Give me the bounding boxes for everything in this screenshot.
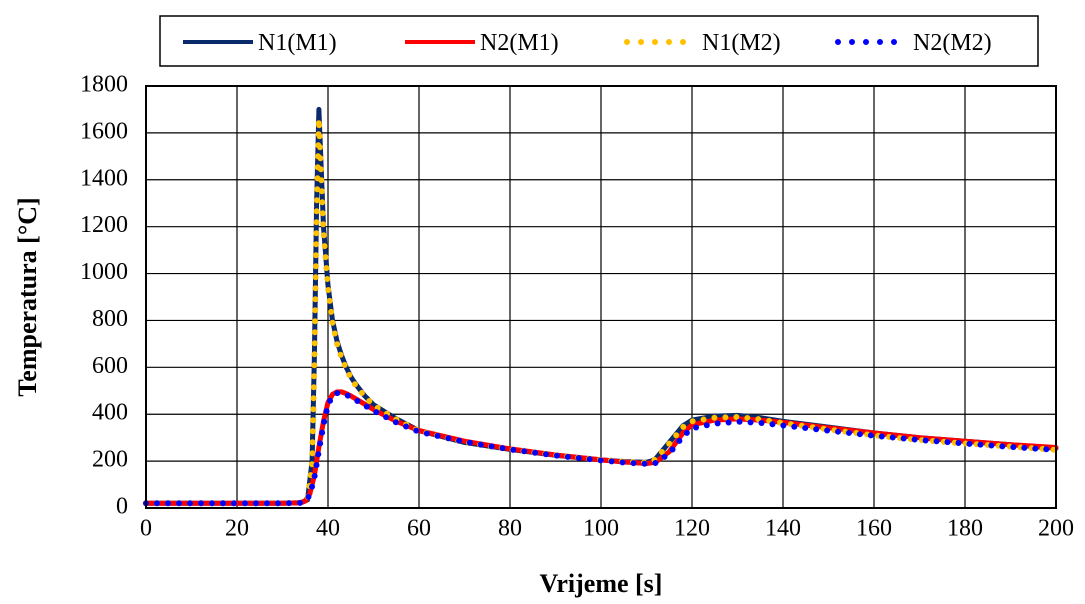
legend-label-n2-m2: N2(M2) (913, 30, 992, 56)
y-tick-label: 1600 (80, 118, 128, 144)
y-tick-label: 1400 (80, 165, 128, 191)
y-tick-label: 1000 (80, 259, 128, 285)
series-line-n2-m2 (143, 390, 1059, 507)
x-tick-label: 80 (498, 516, 522, 542)
x-tick-label: 200 (1038, 516, 1074, 542)
series-group (143, 106, 1059, 507)
x-tick-label: 20 (225, 516, 249, 542)
legend-label-n1-m2: N1(M2) (702, 30, 781, 56)
y-tick-label: 200 (92, 447, 128, 473)
x-tick-label: 120 (674, 516, 710, 542)
y-axis-ticks: 0 200 400 600 800 1000 1200 1400 1600 1800 (80, 72, 128, 520)
legend: N1(M1) N2(M1) N1(M2) N2(M2) (159, 15, 1039, 67)
x-tick-label: 40 (316, 516, 340, 542)
legend-label-n2-m1: N2(M1) (480, 30, 559, 56)
plot-area-border (145, 85, 1057, 509)
y-tick-label: 0 (116, 494, 128, 520)
x-tick-label: 160 (856, 516, 892, 542)
y-tick-label: 600 (92, 353, 128, 379)
y-tick-label: 1200 (80, 212, 128, 238)
y-tick-label: 1800 (80, 72, 128, 98)
x-tick-label: 60 (407, 516, 431, 542)
x-tick-label: 100 (583, 516, 619, 542)
x-axis-title: Vrijeme [s] (540, 569, 663, 598)
y-tick-label: 800 (92, 306, 128, 332)
y-tick-label: 400 (92, 400, 128, 426)
x-tick-label: 180 (947, 516, 983, 542)
grid (145, 85, 1057, 509)
x-tick-label: 0 (140, 516, 152, 542)
y-axis-title: Temperatura [°C] (13, 197, 42, 396)
x-axis-ticks: 0 20 40 60 80 100 120 140 160 180 200 (140, 516, 1074, 542)
x-tick-label: 140 (765, 516, 801, 542)
legend-label-n1-m1: N1(M1) (258, 30, 337, 56)
